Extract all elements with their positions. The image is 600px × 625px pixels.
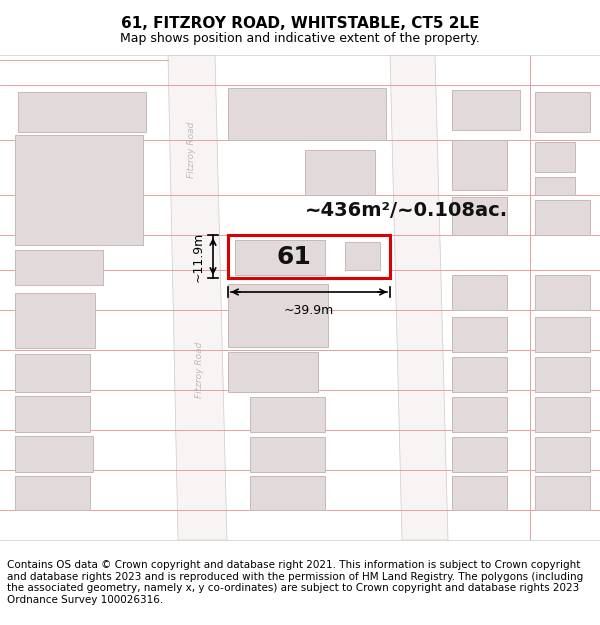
Bar xyxy=(345,242,380,270)
Bar xyxy=(535,317,590,352)
Bar xyxy=(452,140,507,190)
Bar xyxy=(15,476,90,510)
Bar xyxy=(535,357,590,392)
Bar xyxy=(452,275,507,310)
Bar xyxy=(535,437,590,472)
Bar xyxy=(535,177,575,195)
Bar xyxy=(228,235,390,278)
Text: Contains OS data © Crown copyright and database right 2021. This information is : Contains OS data © Crown copyright and d… xyxy=(7,560,583,605)
Bar xyxy=(250,437,325,472)
Text: Fitzroy Road: Fitzroy Road xyxy=(187,122,197,178)
Bar xyxy=(228,284,328,347)
Text: ~39.9m: ~39.9m xyxy=(284,304,334,317)
Bar xyxy=(250,476,325,510)
Bar xyxy=(15,436,93,472)
Bar xyxy=(235,240,325,275)
Polygon shape xyxy=(390,55,448,540)
Bar xyxy=(15,396,90,432)
Text: Fitzroy Road: Fitzroy Road xyxy=(196,342,205,398)
Bar xyxy=(452,357,507,392)
Bar xyxy=(535,142,575,172)
Bar xyxy=(18,92,146,132)
Bar xyxy=(305,150,375,195)
Bar xyxy=(452,476,507,510)
Bar xyxy=(15,135,143,245)
Bar xyxy=(15,354,90,392)
Bar xyxy=(228,352,318,392)
Bar xyxy=(250,397,325,432)
Bar xyxy=(452,90,520,130)
Polygon shape xyxy=(168,55,227,540)
Bar xyxy=(535,397,590,432)
Bar xyxy=(452,197,507,235)
Bar xyxy=(535,275,590,310)
Bar xyxy=(535,200,590,235)
Bar xyxy=(535,92,590,132)
Text: ~11.9m: ~11.9m xyxy=(192,231,205,282)
Bar xyxy=(452,437,507,472)
Bar xyxy=(452,397,507,432)
Bar xyxy=(535,476,590,510)
Text: 61, FITZROY ROAD, WHITSTABLE, CT5 2LE: 61, FITZROY ROAD, WHITSTABLE, CT5 2LE xyxy=(121,16,479,31)
Text: 61: 61 xyxy=(277,244,311,269)
Bar xyxy=(228,88,386,140)
Text: Map shows position and indicative extent of the property.: Map shows position and indicative extent… xyxy=(120,32,480,44)
Bar xyxy=(15,293,95,348)
Text: ~436m²/~0.108ac.: ~436m²/~0.108ac. xyxy=(305,201,508,219)
Bar xyxy=(452,317,507,352)
Bar xyxy=(15,250,103,285)
